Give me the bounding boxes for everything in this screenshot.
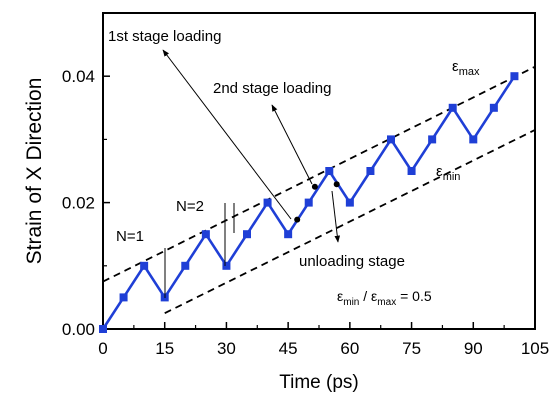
- x-axis-title: Time (ps): [279, 372, 359, 393]
- annotation-arrows: [162, 49, 341, 298]
- data-point: [284, 230, 293, 239]
- x-tick-label: 15: [155, 339, 174, 358]
- data-point: [201, 230, 210, 239]
- n1-label: N=1: [116, 228, 144, 245]
- transition-dot: [294, 216, 301, 223]
- data-point: [99, 325, 107, 333]
- envelope-lines: [102, 65, 536, 315]
- stage2-label: 2nd stage loading: [213, 80, 331, 97]
- data-point: [222, 261, 231, 270]
- stage1-arrow: [162, 49, 292, 220]
- unloading-arrow: [331, 190, 341, 243]
- data-point: [119, 293, 128, 302]
- y-tick-label: 0.04: [62, 67, 95, 86]
- data-point: [181, 261, 190, 270]
- stage1-label: 1st stage loading: [108, 28, 221, 45]
- data-series: [99, 72, 519, 333]
- data-point: [428, 135, 437, 144]
- data-point: [448, 103, 457, 112]
- transition-dot: [311, 183, 318, 190]
- x-tick-label: 105: [521, 339, 549, 358]
- eps-max-label: εmax: [452, 58, 480, 78]
- plot-frame: [102, 12, 536, 330]
- data-point: [325, 167, 334, 175]
- data-point: [366, 167, 375, 175]
- x-tick-label: 90: [464, 339, 483, 358]
- envelope-line: [164, 129, 536, 315]
- transition-dot: [333, 181, 340, 188]
- x-tick-label: 75: [402, 339, 421, 358]
- x-tick-label: 0: [98, 339, 107, 358]
- data-point: [469, 135, 478, 144]
- data-point: [263, 198, 272, 207]
- data-point: [489, 103, 498, 112]
- n2-label: N=2: [176, 198, 204, 215]
- unloading-label: unloading stage: [299, 253, 405, 270]
- y-axis-title: Strain of X Direction: [23, 78, 46, 265]
- axes-ticks: 0 15 30 45 60 75 90 105 0.00 0.02 0.04: [62, 12, 549, 358]
- ratio-label: εmin / εmax = 0.5: [337, 288, 432, 308]
- x-tick-label: 30: [217, 339, 236, 358]
- data-point: [304, 198, 313, 207]
- y-tick-label: 0.02: [62, 194, 95, 213]
- stage2-arrow: [271, 104, 313, 185]
- eps-min-label: εmin: [436, 163, 460, 183]
- data-point: [407, 167, 416, 175]
- data-point: [243, 230, 251, 239]
- data-point: [387, 135, 395, 144]
- data-point: [140, 261, 149, 270]
- data-point: [510, 72, 519, 81]
- y-tick-label: 0.00: [62, 320, 95, 339]
- transition-points: [294, 181, 340, 223]
- x-tick-label: 60: [340, 339, 359, 358]
- data-point: [345, 198, 354, 207]
- envelope-line: [102, 65, 536, 283]
- x-tick-label: 45: [279, 339, 298, 358]
